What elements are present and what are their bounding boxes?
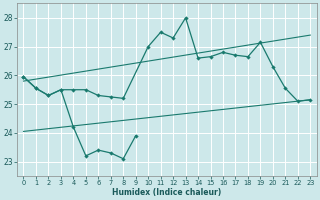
X-axis label: Humidex (Indice chaleur): Humidex (Indice chaleur) <box>112 188 221 197</box>
